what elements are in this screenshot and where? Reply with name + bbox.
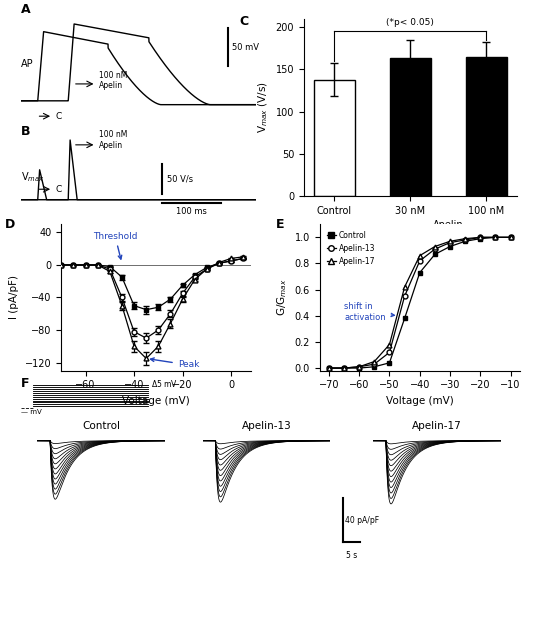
Apelin-13: [401, 292, 408, 300]
Text: Apelin-17: Apelin-17: [412, 421, 462, 432]
Apelin-13: [492, 234, 499, 241]
Apelin-13: [432, 245, 438, 253]
Apelin-13: [462, 236, 469, 244]
Text: Peak: Peak: [150, 358, 199, 369]
Text: E: E: [276, 219, 284, 231]
Text: — mV: — mV: [21, 409, 42, 415]
Text: D: D: [5, 219, 15, 231]
Control: [386, 359, 393, 366]
Apelin-13: [356, 363, 362, 371]
Text: 100 ms: 100 ms: [176, 207, 207, 216]
Line: Apelin-13: Apelin-13: [326, 235, 513, 371]
Apelin-13: [477, 234, 483, 241]
Bar: [465, 57, 507, 196]
Control: [477, 235, 483, 242]
Apelin-13: [386, 349, 393, 356]
Text: 50 V/s: 50 V/s: [167, 174, 193, 183]
Control: [326, 364, 332, 372]
Text: C: C: [55, 185, 62, 194]
Apelin-13: [371, 361, 377, 368]
Text: Apelin: Apelin: [433, 221, 464, 231]
Apelin-17: [492, 234, 499, 241]
Text: $\Delta$5 mV: $\Delta$5 mV: [151, 378, 178, 389]
Text: 100 nM
Apelin: 100 nM Apelin: [99, 130, 127, 150]
Text: C: C: [55, 112, 62, 121]
Bar: [313, 80, 356, 196]
Text: AP: AP: [21, 59, 34, 69]
Apelin-17: [432, 243, 438, 250]
Control: [507, 234, 514, 241]
Apelin-13: [416, 257, 423, 265]
Text: V$_{max}$: V$_{max}$: [21, 171, 45, 184]
Text: F: F: [21, 377, 30, 390]
Text: 40 pA/pF: 40 pA/pF: [345, 516, 379, 525]
Apelin-17: [462, 235, 469, 242]
Control: [447, 243, 453, 250]
Text: 100 nM
Apelin: 100 nM Apelin: [99, 71, 127, 90]
Apelin-13: [507, 234, 514, 241]
Apelin-17: [447, 237, 453, 245]
Text: Threshold: Threshold: [93, 232, 138, 259]
Control: [492, 234, 499, 241]
Apelin-13: [447, 239, 453, 246]
X-axis label: Voltage (mV): Voltage (mV): [122, 396, 190, 406]
Text: 5 s: 5 s: [346, 551, 357, 559]
Apelin-13: [341, 364, 347, 372]
Text: B: B: [21, 125, 31, 138]
Apelin-17: [416, 252, 423, 259]
Control: [341, 364, 347, 372]
Apelin-17: [507, 234, 514, 241]
Text: C: C: [240, 15, 249, 28]
Line: Control: Control: [326, 235, 513, 371]
Control: [401, 315, 408, 322]
Apelin-17: [341, 364, 347, 372]
Apelin-17: [386, 341, 393, 348]
X-axis label: Voltage (mV): Voltage (mV): [386, 396, 454, 406]
Control: [416, 269, 423, 277]
Text: A: A: [21, 3, 31, 16]
Legend: Control, Apelin-13, Apelin-17: Control, Apelin-13, Apelin-17: [324, 228, 378, 269]
Apelin-17: [326, 364, 332, 372]
Y-axis label: I (pA/pF): I (pA/pF): [10, 275, 19, 320]
Text: Apelin-13: Apelin-13: [241, 421, 292, 432]
Apelin-17: [401, 283, 408, 291]
Text: (*p< 0.05): (*p< 0.05): [386, 19, 434, 27]
Control: [371, 363, 377, 371]
Control: [356, 364, 362, 372]
Bar: [390, 59, 431, 196]
Text: shift in
activation: shift in activation: [344, 302, 394, 321]
Apelin-13: [326, 364, 332, 372]
Line: Apelin-17: Apelin-17: [326, 235, 513, 371]
Y-axis label: G/G$_{max}$: G/G$_{max}$: [276, 278, 289, 316]
Text: 50 mV: 50 mV: [232, 42, 260, 52]
Control: [462, 237, 469, 245]
Y-axis label: V$_{max}$ (V/s): V$_{max}$ (V/s): [256, 82, 270, 133]
Control: [432, 250, 438, 258]
Text: Control: Control: [82, 421, 120, 432]
Apelin-17: [477, 234, 483, 241]
Apelin-17: [371, 358, 377, 365]
Apelin-17: [356, 363, 362, 371]
